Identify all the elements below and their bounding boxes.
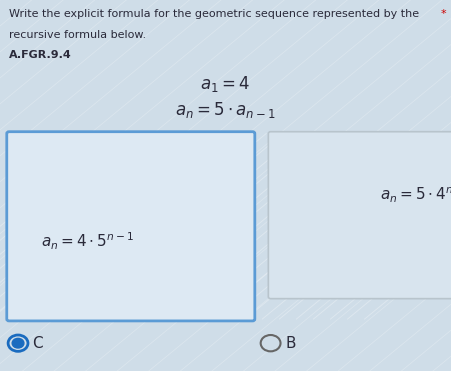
Text: $a_n = 5 \cdot a_{n-1}$: $a_n = 5 \cdot a_{n-1}$ [175,100,276,120]
Text: B: B [285,336,295,351]
Text: A.FGR.9.4: A.FGR.9.4 [9,50,72,60]
Text: Write the explicit formula for the geometric sequence represented by the: Write the explicit formula for the geome… [9,9,419,19]
Text: recursive formula below.: recursive formula below. [9,30,146,40]
FancyBboxPatch shape [7,132,255,321]
FancyBboxPatch shape [268,132,451,299]
Text: $a_1 = 4$: $a_1 = 4$ [200,74,251,94]
Circle shape [12,338,24,348]
Text: $a_n = 5 \cdot 4^n$: $a_n = 5 \cdot 4^n$ [380,186,451,205]
Text: $a_n = 4 \cdot 5^{n-1}$: $a_n = 4 \cdot 5^{n-1}$ [41,230,134,252]
Text: *: * [441,9,446,19]
Circle shape [261,335,280,351]
Text: C: C [32,336,43,351]
